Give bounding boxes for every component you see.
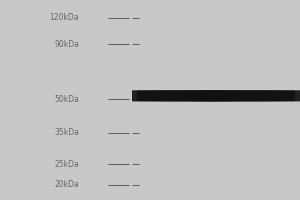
FancyBboxPatch shape bbox=[184, 90, 300, 101]
Text: 35kDa: 35kDa bbox=[54, 128, 79, 137]
FancyBboxPatch shape bbox=[137, 90, 295, 101]
FancyBboxPatch shape bbox=[83, 90, 241, 101]
Text: 120kDa: 120kDa bbox=[50, 13, 79, 22]
Text: 50kDa: 50kDa bbox=[54, 95, 79, 104]
Text: 90kDa: 90kDa bbox=[54, 40, 79, 49]
Text: 25kDa: 25kDa bbox=[55, 160, 79, 169]
Text: 20kDa: 20kDa bbox=[55, 180, 79, 189]
